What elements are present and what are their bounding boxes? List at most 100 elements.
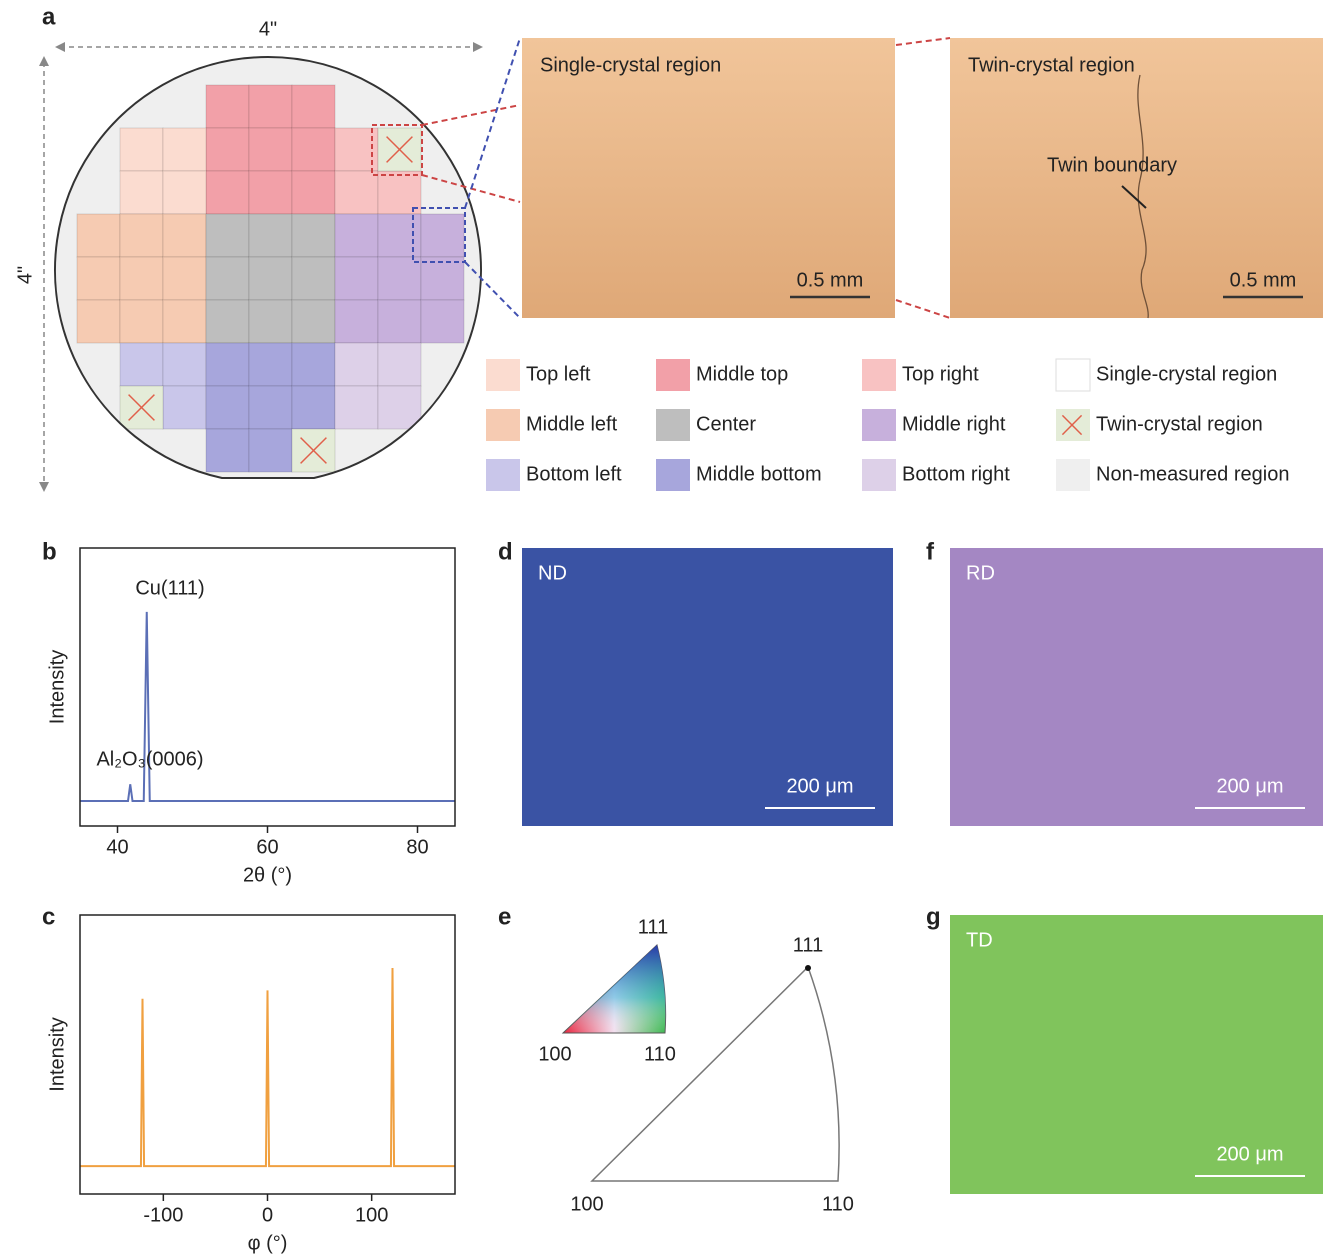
legend-swatch — [486, 409, 520, 441]
panel-label: a — [42, 3, 56, 30]
wafer-cell — [206, 214, 249, 257]
legend-label: Bottom right — [902, 463, 1010, 485]
wafer-cell — [292, 128, 335, 171]
wafer-cell — [378, 386, 421, 429]
ebsd-direction: TD — [966, 929, 993, 951]
wafer-width-label: 4" — [259, 18, 277, 40]
wafer-cell — [77, 214, 120, 257]
x-axis-label: 2θ (°) — [243, 864, 292, 886]
x-tick-label: -100 — [143, 1204, 183, 1226]
wafer-cell — [335, 257, 378, 300]
wafer-regions — [77, 85, 464, 472]
wafer-cell — [378, 300, 421, 343]
wafer-cell — [249, 128, 292, 171]
wafer-cell — [292, 171, 335, 214]
ipf-label: 111 — [793, 934, 823, 956]
legend-label: Center — [696, 413, 756, 435]
panel-label: f — [926, 538, 935, 565]
wafer-cell — [249, 386, 292, 429]
wafer-cell — [120, 171, 163, 214]
legend-swatch — [656, 359, 690, 391]
x-tick-label: 100 — [355, 1204, 388, 1226]
data-line — [80, 968, 455, 1166]
wafer-cell — [292, 343, 335, 386]
wafer-cell — [421, 257, 464, 300]
annotation: Al₂O₃(0006) — [96, 748, 203, 770]
x-tick-label: 60 — [256, 836, 278, 858]
wafer-cell — [206, 85, 249, 128]
wafer-cell — [120, 343, 163, 386]
scale-bar-label: 0.5 mm — [1230, 269, 1297, 291]
wafer-cell — [249, 85, 292, 128]
panel-label: g — [926, 903, 941, 930]
ipf-key-label: 110 — [644, 1043, 676, 1065]
wafer-cell — [163, 128, 206, 171]
legend-swatch — [1056, 359, 1090, 391]
wafer-cell — [249, 429, 292, 472]
wafer-cell — [335, 386, 378, 429]
ipf-key-overlay — [563, 945, 666, 1033]
x-tick-label: 80 — [406, 836, 428, 858]
legend-label: Middle bottom — [696, 463, 822, 485]
panel-label: e — [498, 903, 511, 930]
wafer-cell — [206, 343, 249, 386]
ebsd-direction: ND — [538, 562, 567, 584]
legend-label: Middle top — [696, 363, 788, 385]
x-axis-label: φ (°) — [248, 1232, 288, 1254]
wafer-cell — [206, 386, 249, 429]
legend-label: Top right — [902, 363, 979, 385]
legend-label: Single-crystal region — [1096, 363, 1277, 385]
wafer-cell — [249, 171, 292, 214]
wafer-cell — [206, 429, 249, 472]
legend-label: Top left — [526, 363, 591, 385]
data-line — [80, 612, 455, 801]
legend-label: Bottom left — [526, 463, 622, 485]
wafer-cell — [120, 257, 163, 300]
wafer-cell — [163, 300, 206, 343]
scale-bar-label: 200 μm — [1216, 775, 1283, 797]
wafer-height-label: 4" — [14, 266, 36, 284]
ipf-point — [805, 965, 811, 971]
wafer-cell — [335, 214, 378, 257]
wafer-cell — [292, 386, 335, 429]
page: a b c d e f g 4" 4" Single-crystal regio… — [0, 0, 1326, 1254]
wafer-cell — [163, 386, 206, 429]
legend-swatch — [656, 459, 690, 491]
wafer-cell — [163, 214, 206, 257]
wafer-cell — [335, 343, 378, 386]
wafer-cell — [335, 171, 378, 214]
legend-label: Non-measured region — [1096, 463, 1289, 485]
wafer-cell — [292, 85, 335, 128]
x-tick-label: 40 — [106, 836, 128, 858]
scale-bar-label: 0.5 mm — [797, 269, 864, 291]
scale-bar-label: 200 μm — [786, 775, 853, 797]
panel-label: d — [498, 538, 513, 565]
wafer-cell — [378, 343, 421, 386]
wafer-cell — [77, 300, 120, 343]
ipf-label: 110 — [822, 1193, 854, 1215]
wafer-cell — [378, 214, 421, 257]
wafer-cell — [421, 300, 464, 343]
y-axis-label: Intensity — [46, 650, 68, 724]
wafer-cell — [120, 214, 163, 257]
wafer-cell — [378, 257, 421, 300]
annotation: Cu(111) — [135, 577, 204, 599]
legend: Top left Middle left Bottom left Middle top… — [486, 359, 1289, 491]
panel-label: c — [42, 903, 55, 930]
annotation: Twin boundary — [1047, 154, 1177, 176]
wafer-cell — [163, 343, 206, 386]
wafer-cell — [292, 257, 335, 300]
wafer-cell — [292, 214, 335, 257]
legend-swatch — [862, 459, 896, 491]
legend-swatch — [862, 409, 896, 441]
wafer-cell — [335, 300, 378, 343]
ebsd-maps: ND200 μmRD200 μmTD200 μm — [522, 548, 1323, 1194]
wafer-cell — [249, 300, 292, 343]
x-tick-label: 0 — [262, 1204, 273, 1226]
wafer-cell — [120, 128, 163, 171]
figure: a b c d e f g 4" 4" Single-crystal regio… — [0, 0, 1326, 1254]
micrograph-label: Single-crystal region — [540, 54, 721, 76]
wafer-cell — [249, 257, 292, 300]
wafer-cell — [206, 128, 249, 171]
legend-label: Middle left — [526, 413, 618, 435]
